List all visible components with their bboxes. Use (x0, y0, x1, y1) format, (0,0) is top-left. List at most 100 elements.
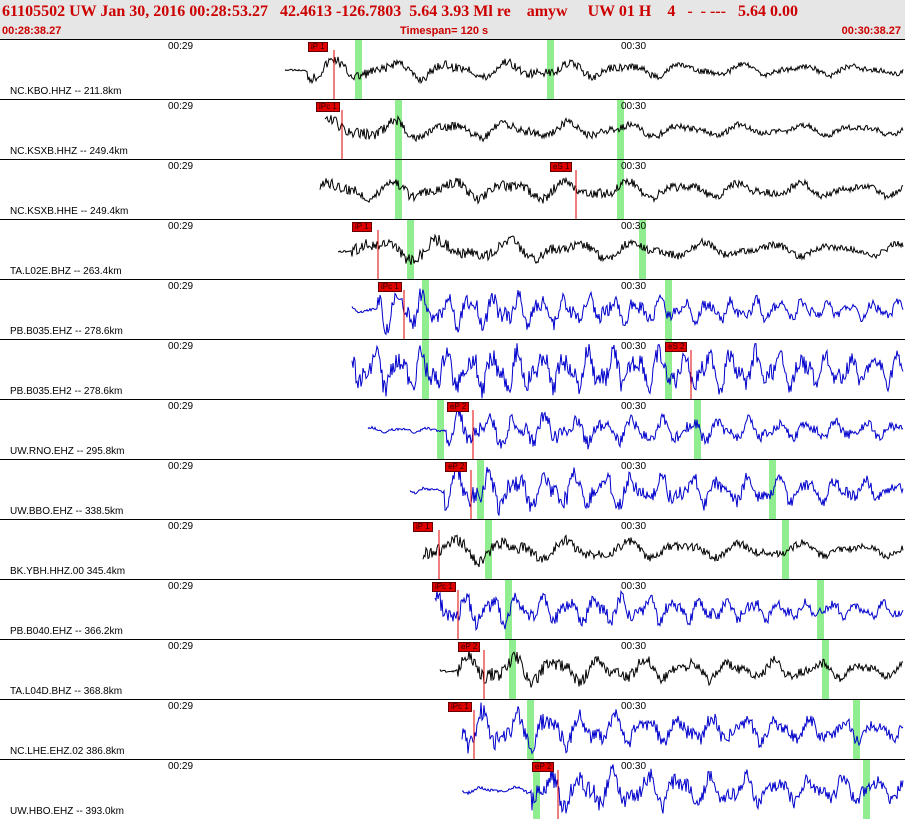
time-tick-label: 00:29 (168, 221, 194, 232)
station-label: UW.RNO.EHZ -- 295.8km (10, 446, 125, 457)
station-label: NC.KSXB.HHE -- 249.4km (10, 206, 129, 217)
time-tick-label: 00:30 (621, 41, 647, 52)
phase-pick-flag[interactable]: iPc 1 (448, 702, 472, 712)
station-label: BK.YBH.HHZ.00 345.4km (10, 566, 126, 577)
station-label: PB.B040.EHZ -- 366.2km (10, 626, 123, 637)
time-tick-label: 00:29 (168, 101, 194, 112)
trace-panel[interactable]: 00:29 00:30 eP 2 UW.HBO.EHZ -- 393.0km (0, 759, 905, 819)
phase-marker (437, 400, 444, 459)
time-tick-label: 00:29 (168, 581, 194, 592)
trace-panel[interactable]: 00:29 00:30 eP 2 UW.BBO.EHZ -- 338.5km (0, 459, 905, 519)
time-tick-label: 00:30 (621, 101, 647, 112)
time-tick-label: 00:30 (621, 221, 647, 232)
trace-panel[interactable]: 00:29 00:30 eS 2 PB.B035.EH2 -- 278.6km (0, 339, 905, 399)
trace-panel[interactable]: 00:29 00:30 iP 1 NC.KBO.HHZ -- 211.8km (0, 39, 905, 99)
phase-pick-flag[interactable]: eS 2 (665, 342, 688, 352)
phase-marker (853, 700, 860, 759)
trace-panel[interactable]: 00:29 00:30 eP 2 TA.L04D.BHZ -- 368.8km (0, 639, 905, 699)
trace-panel[interactable]: 00:29 00:30 eP 2 UW.RNO.EHZ -- 295.8km (0, 399, 905, 459)
phase-marker (505, 580, 512, 639)
start-time: 00:28:38.27 (2, 25, 62, 37)
phase-pick-flag[interactable]: iP 1 (413, 522, 433, 532)
end-time: 00:30:38.27 (841, 25, 901, 37)
trace-panel[interactable]: 00:29 00:30 iPc 1 NC.LHE.EHZ.02 386.8km (0, 699, 905, 759)
time-tick-label: 00:29 (168, 161, 194, 172)
time-tick-label: 00:29 (168, 341, 194, 352)
time-tick-label: 00:29 (168, 641, 194, 652)
waveform-line (367, 406, 904, 450)
waveform-line (461, 764, 904, 814)
time-tick-label: 00:30 (621, 401, 647, 412)
seismogram (351, 340, 904, 399)
phase-marker (527, 700, 534, 759)
waveform-line (324, 114, 904, 143)
trace-panel[interactable]: 00:29 00:30 eS 1 NC.KSXB.HHE -- 249.4km (0, 159, 905, 219)
time-tick-label: 00:29 (168, 761, 194, 772)
trace-panel[interactable]: 00:29 00:30 iPc 1 PB.B035.EHZ -- 278.6km (0, 279, 905, 339)
waveform-line (409, 463, 904, 516)
seismogram (461, 700, 904, 759)
seismogram (409, 460, 904, 519)
phase-marker (477, 460, 484, 519)
station-label: UW.BBO.EHZ -- 338.5km (10, 506, 124, 517)
trace-panel[interactable]: 00:29 00:30 iP 1 BK.YBH.HHZ.00 345.4km (0, 519, 905, 579)
time-tick-label: 00:30 (621, 761, 647, 772)
time-tick-label: 00:30 (621, 281, 647, 292)
phase-marker (547, 40, 554, 99)
phase-marker (407, 220, 414, 279)
time-tick-label: 00:29 (168, 701, 194, 712)
phase-pick-flag[interactable]: iP 1 (308, 42, 328, 52)
station-label: PB.B035.EH2 -- 278.6km (10, 386, 123, 397)
trace-panel[interactable]: 00:29 00:30 iPc 1 PB.B040.EHZ -- 366.2km (0, 579, 905, 639)
time-tick-label: 00:30 (621, 161, 647, 172)
phase-pick-flag[interactable]: iPc 1 (316, 102, 340, 112)
time-tick-label: 00:29 (168, 401, 194, 412)
waveform-line (351, 288, 904, 336)
seismogram (434, 580, 904, 639)
seismogram (337, 220, 904, 279)
station-label: TA.L04D.BHZ -- 368.8km (10, 686, 123, 697)
time-tick-label: 00:30 (621, 701, 647, 712)
time-tick-label: 00:30 (621, 521, 647, 532)
seismogram (284, 40, 904, 99)
time-tick-label: 00:29 (168, 281, 194, 292)
phase-marker (822, 640, 829, 699)
phase-pick-flag[interactable]: eP 2 (532, 762, 555, 772)
station-label: NC.KSXB.HHZ -- 249.4km (10, 146, 128, 157)
seismogram (461, 760, 904, 819)
time-tick-label: 00:29 (168, 41, 194, 52)
trace-panel[interactable]: 00:29 00:30 iPc 1 NC.KSXB.HHZ -- 249.4km (0, 99, 905, 159)
seismogram (351, 280, 904, 339)
station-label: NC.KBO.HHZ -- 211.8km (10, 86, 122, 97)
phase-marker (485, 520, 492, 579)
station-label: UW.HBO.EHZ -- 393.0km (10, 806, 124, 817)
phase-pick-flag[interactable]: eP 2 (445, 462, 468, 472)
event-title: 61105502 UW Jan 30, 2016 00:28:53.27 42.… (2, 3, 798, 20)
phase-marker (782, 520, 789, 579)
time-tick-label: 00:30 (621, 641, 647, 652)
phase-pick-flag[interactable]: iPc 1 (432, 582, 456, 592)
phase-marker (694, 400, 701, 459)
seismogram (319, 160, 904, 219)
phase-pick-flag[interactable]: eP 2 (458, 642, 481, 652)
phase-pick-flag[interactable]: iP 1 (352, 222, 372, 232)
phase-marker (355, 40, 362, 99)
time-tick-label: 00:30 (621, 581, 647, 592)
station-label: NC.LHE.EHZ.02 386.8km (10, 746, 125, 757)
waveform-line (284, 56, 904, 85)
time-tick-label: 00:30 (621, 461, 647, 472)
station-label: TA.L02E.BHZ -- 263.4km (10, 266, 122, 277)
trace-panels[interactable]: 00:29 00:30 iP 1 NC.KBO.HHZ -- 211.8km 00:29… (0, 39, 905, 820)
phase-marker (395, 100, 402, 159)
phase-pick-flag[interactable]: iPc 1 (378, 282, 402, 292)
phase-pick-flag[interactable]: eS 1 (550, 162, 573, 172)
seismogram (422, 520, 904, 579)
phase-marker (665, 280, 672, 339)
waveform-line (439, 650, 904, 688)
waveform-line (351, 343, 904, 399)
phase-pick-flag[interactable]: eP 2 (447, 402, 470, 412)
time-tick-label: 00:29 (168, 521, 194, 532)
time-tick-label: 00:29 (168, 461, 194, 472)
seismogram (439, 640, 904, 699)
trace-panel[interactable]: 00:29 00:30 iP 1 TA.L02E.BHZ -- 263.4km (0, 219, 905, 279)
